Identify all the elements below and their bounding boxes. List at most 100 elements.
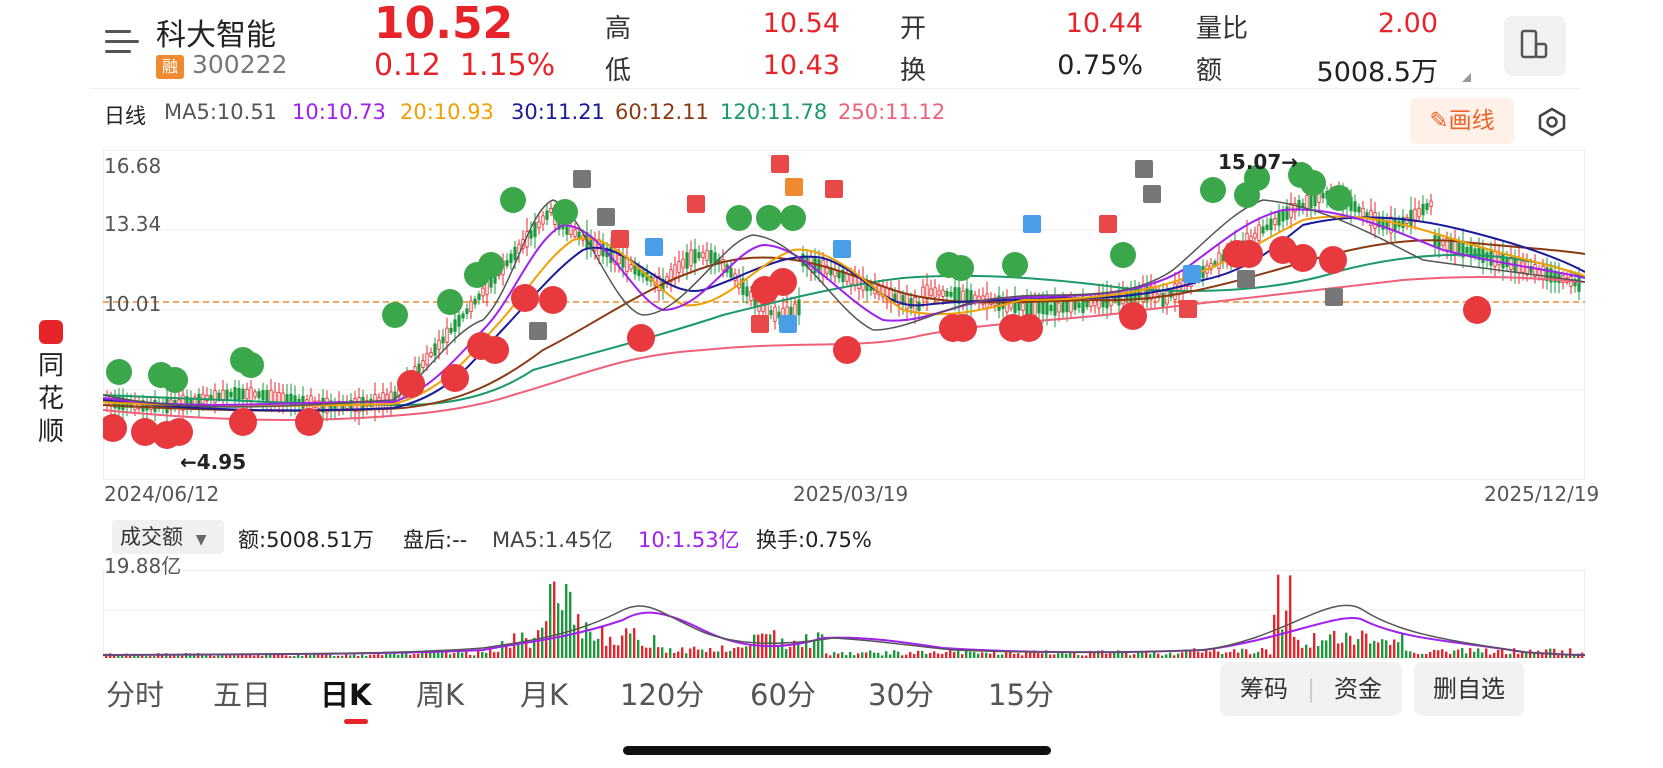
candle-body bbox=[433, 343, 437, 356]
candle-body bbox=[265, 390, 269, 402]
volume-bar bbox=[1377, 642, 1380, 658]
long-signal-marker bbox=[165, 418, 193, 446]
volume-bar bbox=[381, 655, 384, 658]
volume-bar bbox=[1057, 653, 1060, 658]
candle-body bbox=[529, 230, 533, 239]
volume-bar bbox=[1045, 650, 1048, 658]
volume-bar bbox=[265, 653, 268, 658]
trade-signal-box bbox=[687, 195, 705, 213]
candle-body bbox=[745, 286, 749, 297]
tab-1[interactable]: 五日 bbox=[213, 678, 272, 712]
volume-bar bbox=[1009, 650, 1012, 658]
volume-turnover: 换手:0.75% bbox=[756, 528, 872, 552]
short-signal-marker bbox=[552, 199, 578, 225]
ma30-value: 30:11.21 bbox=[511, 100, 605, 124]
tab-6[interactable]: 60分 bbox=[750, 678, 816, 712]
volume-bar bbox=[789, 646, 792, 658]
brand-sidebar[interactable]: 同花顺 bbox=[36, 320, 66, 449]
volume-bar bbox=[1093, 651, 1096, 658]
volume-bar bbox=[225, 654, 228, 658]
candle-body bbox=[545, 210, 549, 220]
volume-bar bbox=[861, 652, 864, 658]
candle-body bbox=[245, 388, 249, 400]
volume-bar bbox=[1333, 630, 1336, 658]
candle-body bbox=[489, 277, 493, 288]
volume-bar bbox=[113, 655, 116, 658]
volume-bar bbox=[205, 655, 208, 658]
volume-bar bbox=[1329, 634, 1332, 658]
candle-body bbox=[721, 259, 725, 271]
candle-body bbox=[1249, 235, 1253, 241]
volume-bar bbox=[1413, 652, 1416, 658]
date-mid: 2025/03/19 bbox=[793, 482, 909, 506]
candle-body bbox=[1089, 299, 1093, 307]
long-signal-marker bbox=[833, 336, 861, 364]
volume-bar bbox=[133, 653, 136, 658]
tab-3[interactable]: 周K bbox=[416, 678, 465, 712]
volume-bar bbox=[1085, 655, 1088, 658]
volume-bar bbox=[1233, 649, 1236, 658]
candle-body bbox=[461, 313, 465, 319]
tab-2[interactable]: 日K bbox=[320, 678, 372, 712]
volume-bar bbox=[1417, 654, 1420, 658]
short-signal-marker bbox=[1110, 242, 1136, 268]
funds-button[interactable]: 资金 bbox=[1334, 675, 1383, 703]
candle-body bbox=[1477, 247, 1481, 260]
trade-signal-box bbox=[833, 240, 851, 258]
ma5-value: MA5:10.51 bbox=[164, 100, 278, 124]
volume-bar bbox=[749, 645, 752, 658]
volume-bar bbox=[993, 651, 996, 658]
settings-icon[interactable] bbox=[1536, 106, 1568, 138]
candle-body bbox=[1357, 206, 1361, 213]
volume-bar bbox=[1393, 639, 1396, 658]
volume-bar bbox=[1005, 652, 1008, 658]
volume-bar bbox=[1261, 648, 1264, 658]
tab-5[interactable]: 120分 bbox=[620, 678, 705, 712]
volume-bar bbox=[637, 639, 640, 658]
tab-0[interactable]: 分时 bbox=[106, 678, 165, 712]
volume-bar bbox=[1253, 653, 1256, 658]
kline-chart[interactable] bbox=[103, 150, 1585, 480]
draw-line-button[interactable]: ✎画线 bbox=[1410, 98, 1514, 144]
short-signal-marker bbox=[948, 255, 974, 281]
tab-8[interactable]: 15分 bbox=[988, 678, 1054, 712]
candle-body bbox=[225, 389, 229, 401]
volume-bar bbox=[845, 655, 848, 658]
home-indicator bbox=[623, 746, 1051, 755]
volume-bar bbox=[1477, 648, 1480, 658]
chips-button[interactable]: 筹码 bbox=[1239, 675, 1288, 703]
rotate-screen-button[interactable] bbox=[1504, 16, 1566, 76]
candle-body bbox=[1497, 254, 1501, 266]
candle-body bbox=[729, 267, 733, 278]
menu-icon[interactable] bbox=[105, 30, 139, 58]
volume-bar bbox=[901, 655, 904, 658]
tab-4[interactable]: 月K bbox=[520, 678, 569, 712]
volume-bar bbox=[937, 653, 940, 658]
volume-bar bbox=[309, 655, 312, 658]
ma250-value: 250:11.12 bbox=[838, 100, 946, 124]
candle-body bbox=[257, 391, 261, 399]
candle-body bbox=[1541, 265, 1545, 281]
candle-body bbox=[369, 398, 373, 407]
volume-bar bbox=[605, 645, 608, 658]
volume-chart[interactable] bbox=[103, 570, 1585, 658]
candle-body bbox=[1281, 210, 1285, 222]
volume-indicator-select[interactable]: 成交额 ▼ bbox=[112, 520, 224, 554]
candle-body bbox=[1429, 200, 1433, 207]
volume-bar bbox=[585, 622, 588, 658]
volume-bar bbox=[1113, 651, 1116, 658]
volume-bar bbox=[1021, 655, 1024, 658]
candle-body bbox=[1445, 238, 1449, 251]
volume-bar bbox=[1513, 648, 1516, 658]
volume-bar bbox=[237, 655, 240, 658]
volume-bar bbox=[1081, 655, 1084, 658]
candle-body bbox=[1549, 268, 1553, 283]
candle-body bbox=[749, 291, 753, 302]
remove-watchlist-button[interactable]: 删自选 bbox=[1414, 662, 1524, 716]
candle-body bbox=[945, 290, 949, 297]
volume-bar bbox=[1353, 644, 1356, 658]
stock-name: 科大智能 bbox=[156, 18, 276, 53]
volume-bar bbox=[449, 654, 452, 658]
candle-body bbox=[481, 287, 485, 297]
tab-7[interactable]: 30分 bbox=[868, 678, 934, 712]
